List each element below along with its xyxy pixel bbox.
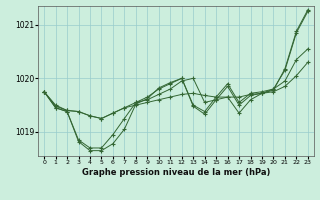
X-axis label: Graphe pression niveau de la mer (hPa): Graphe pression niveau de la mer (hPa) [82,168,270,177]
